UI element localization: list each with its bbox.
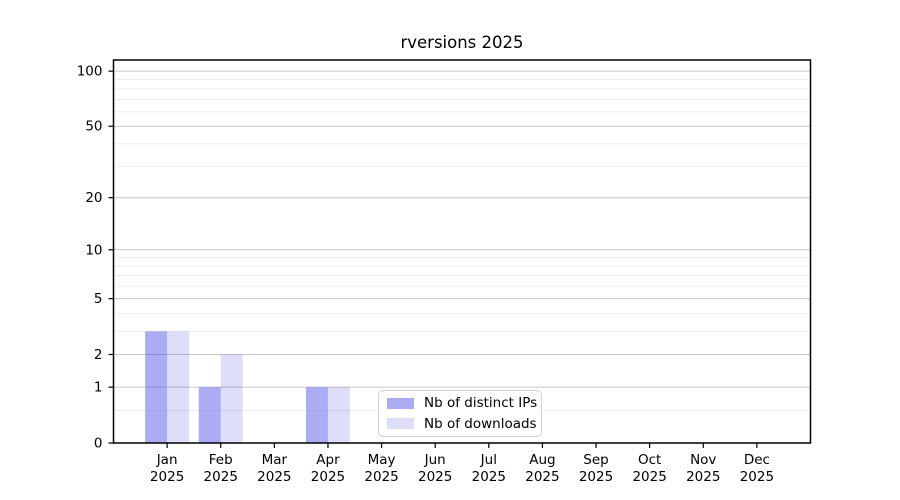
- x-tick-label-year: 2025: [740, 469, 774, 485]
- y-tick-label: 50: [85, 119, 102, 135]
- x-tick-label-month: Jul: [480, 452, 497, 468]
- y-tick-label: 2: [94, 347, 103, 363]
- x-tick-label-month: Aug: [529, 452, 555, 468]
- bar-distinct-ips-apr: [305, 387, 328, 443]
- y-tick-label: 0: [94, 436, 103, 452]
- y-tick-label: 5: [94, 291, 103, 307]
- x-tick-label-month: Jan: [156, 452, 178, 468]
- y-tick-label: 100: [77, 64, 103, 80]
- x-tick-label-month: Feb: [209, 452, 233, 468]
- x-tick-label-month: Apr: [316, 452, 340, 468]
- legend-entry-downloads: Nb of downloads: [387, 415, 541, 432]
- x-tick-label-year: 2025: [311, 469, 345, 485]
- legend-swatch-downloads: [387, 418, 414, 430]
- x-tick-label-month: May: [368, 452, 396, 468]
- bar-downloads-apr: [327, 387, 350, 443]
- legend: Nb of distinct IPs Nb of downloads: [378, 390, 542, 437]
- plot-border: [112, 59, 812, 444]
- x-tick-label-month: Nov: [690, 452, 716, 468]
- chart-title: rversions 2025: [400, 33, 524, 52]
- legend-entry-distinct-ips: Nb of distinct IPs: [387, 395, 541, 412]
- bar-distinct-ips-jan: [145, 331, 168, 443]
- legend-label-downloads: Nb of downloads: [424, 415, 537, 432]
- x-tick-label-year: 2025: [632, 469, 666, 485]
- x-tick-label-year: 2025: [686, 469, 720, 485]
- x-tick-label-year: 2025: [579, 469, 613, 485]
- bar-distinct-ips-feb: [198, 387, 221, 443]
- x-tick-label-month: Sep: [583, 452, 608, 468]
- legend-label-distinct-ips: Nb of distinct IPs: [424, 395, 538, 412]
- x-tick-label-year: 2025: [204, 469, 238, 485]
- y-tick-label: 1: [94, 380, 103, 396]
- x-tick-label-year: 2025: [257, 469, 291, 485]
- bar-downloads-feb: [220, 354, 243, 443]
- x-tick-label-month: Oct: [638, 452, 661, 468]
- y-tick-label: 10: [85, 242, 102, 258]
- x-tick-label-month: Jun: [424, 452, 446, 468]
- x-tick-label-year: 2025: [364, 469, 398, 485]
- x-tick-label-year: 2025: [472, 469, 506, 485]
- bar-downloads-jan: [167, 331, 190, 443]
- x-tick-label-year: 2025: [525, 469, 559, 485]
- x-tick-label-month: Mar: [262, 452, 288, 468]
- y-tick-label: 20: [85, 190, 102, 206]
- x-tick-label-month: Dec: [744, 452, 770, 468]
- x-tick-label-year: 2025: [150, 469, 184, 485]
- x-tick-label-year: 2025: [418, 469, 452, 485]
- legend-swatch-distinct-ips: [387, 397, 414, 409]
